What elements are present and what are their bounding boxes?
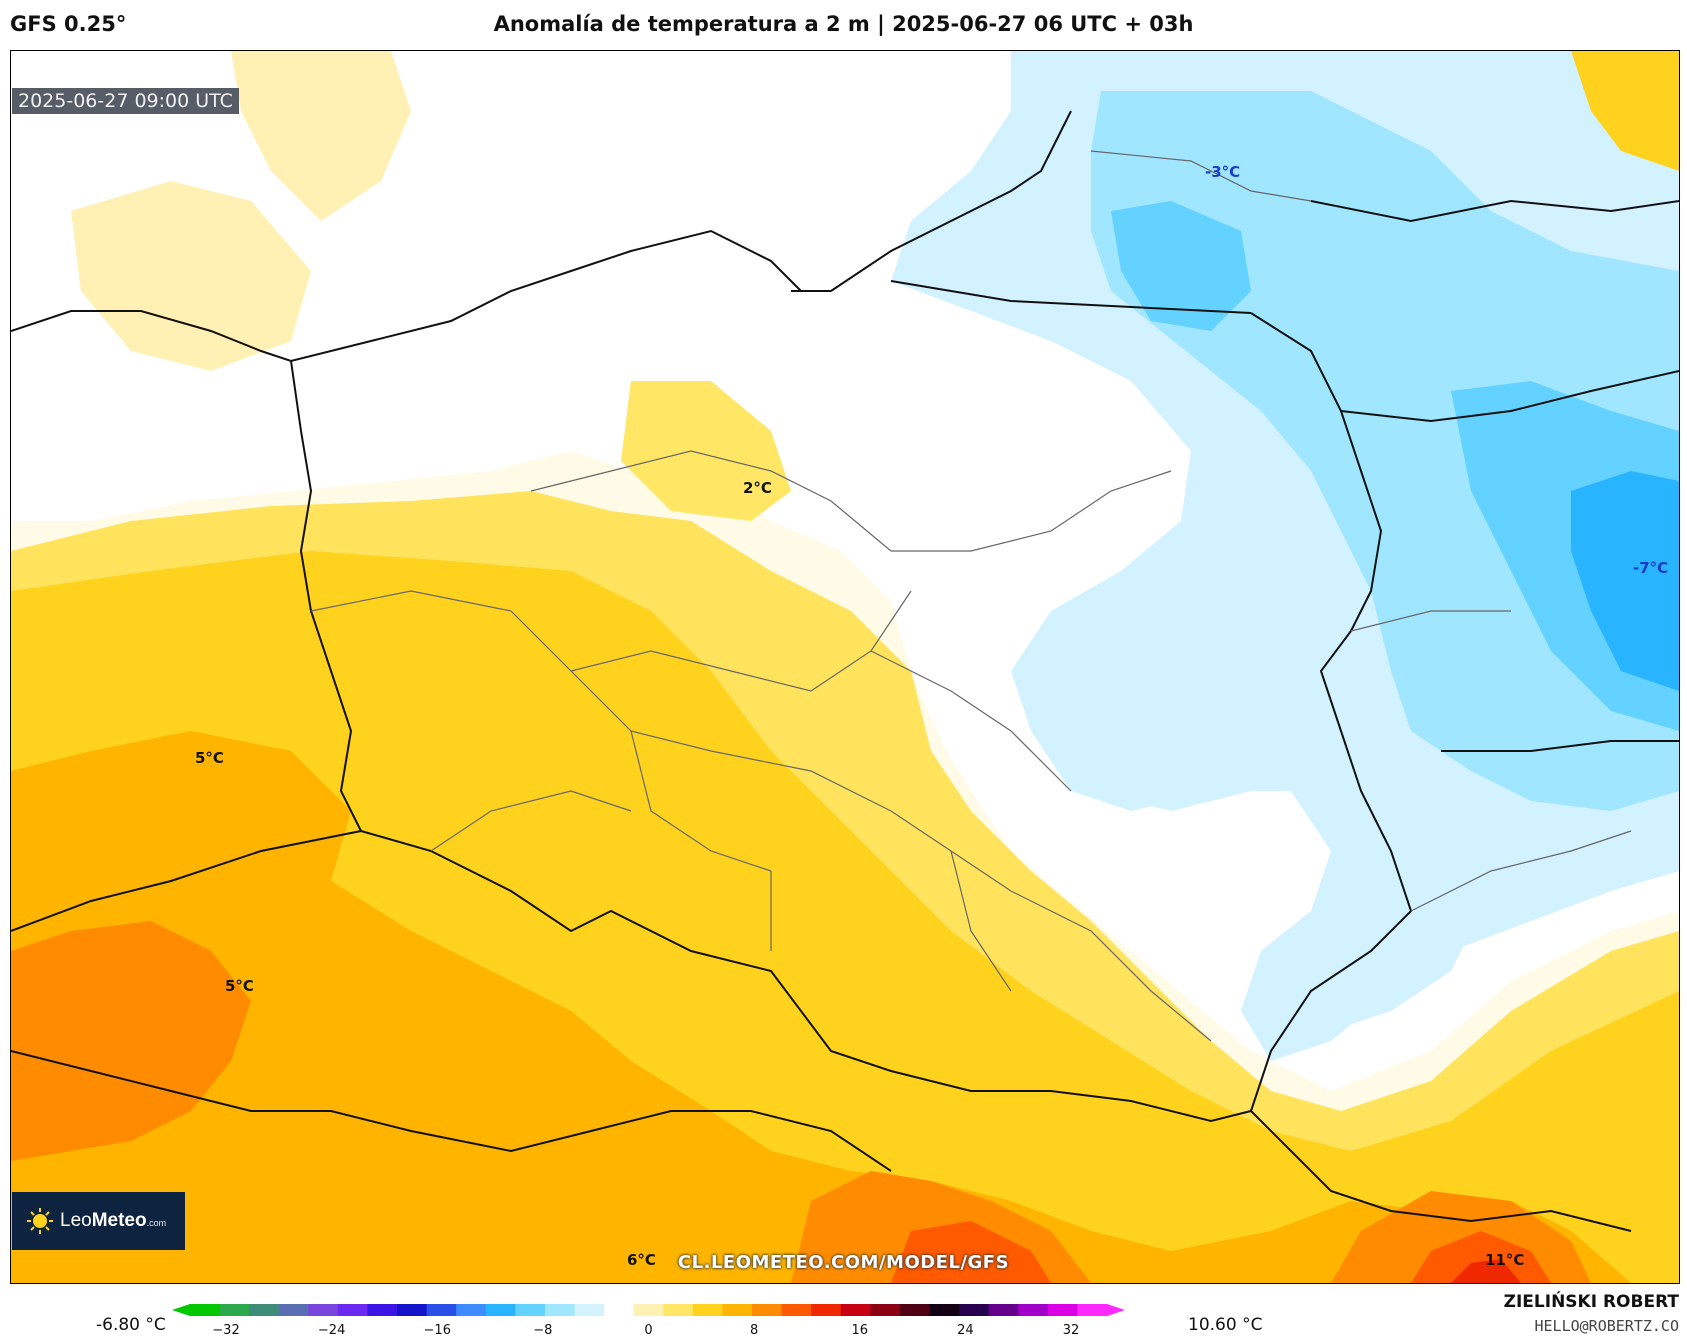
colorbar-min-label: -6.80 °C [96, 1315, 166, 1335]
border-ukraine [1441, 740, 1679, 752]
colorbar-swatch [959, 1304, 990, 1316]
colorbar-swatch [781, 1304, 812, 1316]
colorbar-swatch [337, 1304, 368, 1316]
leometeo-logo: LeoMeteo.com [12, 1192, 185, 1250]
zone-cold [1111, 201, 1251, 331]
map-label-minus7: -7°C [1633, 559, 1669, 577]
colorbar-swatch [929, 1304, 960, 1316]
colorbar-swatch [308, 1304, 339, 1316]
colorbar-swatch [1047, 1304, 1078, 1316]
colorbar-swatch [1077, 1304, 1108, 1316]
watermark-url: CL.LEOMETEO.COM/MODEL/GFS [677, 1252, 1010, 1273]
colorbar-swatch [1018, 1304, 1049, 1316]
map-label-6: 6°C [627, 1251, 656, 1269]
valid-time-badge: 2025-06-27 09:00 UTC [12, 88, 239, 114]
colorbar-swatch [604, 1304, 635, 1316]
map-label-2: 2°C [743, 479, 772, 497]
colorbar-tick-label: 0 [644, 1323, 652, 1338]
colorbar-swatch [456, 1304, 487, 1316]
colorbar-swatch [752, 1304, 783, 1316]
coastline [11, 229, 802, 363]
anomaly-map [11, 51, 1679, 1283]
colorbar-swatch [899, 1304, 931, 1316]
border-czech [11, 830, 362, 932]
zone-hot-southeast-peak [1451, 1259, 1521, 1283]
colorbar: −32 −24 −16 −8 0 8 16 24 32 [172, 1304, 1125, 1338]
regional-borders [310, 150, 1632, 1042]
map-label-5a: 5°C [195, 749, 224, 767]
border-baltic [1310, 199, 1679, 223]
colorbar-swatch [811, 1304, 842, 1316]
colorbar-tick-label: −24 [318, 1323, 345, 1338]
zone-warm-deep-orange [11, 921, 251, 1161]
colorbar-tick-label: −8 [533, 1323, 552, 1338]
map-label-minus3: -3°C [1205, 163, 1241, 181]
colorbar-tick-label: 32 [1063, 1323, 1080, 1338]
map-label-5b: 5°C [225, 977, 254, 995]
colorbar-swatch [278, 1304, 309, 1316]
colorbar-swatch [574, 1304, 605, 1316]
author-email: HELLO@ROBERTZ.CO [1534, 1317, 1680, 1335]
colorbar-swatch [544, 1304, 576, 1316]
zone-cool-southeast [1271, 911, 1471, 1031]
border-south [11, 1050, 892, 1172]
colorbar-swatch [190, 1304, 221, 1316]
border-east-poland [1250, 312, 1413, 1112]
zone-warm-north-mid [621, 381, 791, 521]
model-label: GFS 0.25° [10, 12, 127, 36]
colorbar-tick-label: −32 [212, 1323, 239, 1338]
border-kaliningrad [890, 280, 1252, 314]
colorbar-swatch [515, 1304, 546, 1316]
zone-hot-southeast-core [1411, 1231, 1551, 1283]
colorbar-swatch [397, 1304, 428, 1316]
colorbar-left-arrow [172, 1304, 190, 1316]
coastline-east [791, 110, 1072, 292]
colorbar-tick-label: 16 [851, 1323, 868, 1338]
zone-cold-east-core [1571, 471, 1679, 691]
map-label-11: 11°C [1485, 1251, 1525, 1269]
zone-warm-orange [11, 731, 1631, 1283]
chart-title: Anomalía de temperatura a 2 m | 2025-06-… [493, 12, 1194, 36]
colorbar-swatch [249, 1304, 280, 1316]
border-belarus [1340, 370, 1679, 423]
colorbar-swatch [426, 1304, 457, 1316]
borders [11, 110, 1679, 1232]
colorbar-swatch [988, 1304, 1019, 1316]
author-name: ZIELIŃSKI ROBERT [1503, 1292, 1679, 1312]
colorbar-tick-label: 24 [957, 1323, 974, 1338]
zone-cool-central [1031, 651, 1271, 811]
zone-hot-south-center-core [891, 1221, 1051, 1283]
colorbar-max-label: 10.60 °C [1188, 1315, 1263, 1335]
zone-warm-north [231, 51, 411, 221]
colorbar-swatch [219, 1304, 250, 1316]
colorbar-swatch [692, 1304, 723, 1316]
border-south-poland [360, 830, 1252, 1123]
map-area: -3°C 2°C -7°C 5°C 5°C 6°C 11°C [10, 50, 1680, 1284]
zone-warm-north-west [71, 181, 311, 371]
colorbar-swatch [633, 1304, 664, 1316]
sun-icon [27, 1208, 53, 1234]
colorbar-tick-label: 8 [750, 1323, 758, 1338]
colorbar-swatch [663, 1304, 694, 1316]
logo-text: LeoMeteo.com [60, 1210, 167, 1231]
colorbar-tick-label: −16 [424, 1323, 451, 1338]
colorbar-swatch [367, 1304, 398, 1316]
colorbar-swatch [722, 1304, 753, 1316]
border-southeast [1250, 1110, 1632, 1232]
zone-warm-north-east-corner [1571, 51, 1679, 171]
colorbar-swatch [485, 1304, 516, 1316]
colorbar-right-arrow [1107, 1304, 1125, 1316]
colorbar-swatch [870, 1304, 901, 1316]
colorbar-swatch [840, 1304, 871, 1316]
